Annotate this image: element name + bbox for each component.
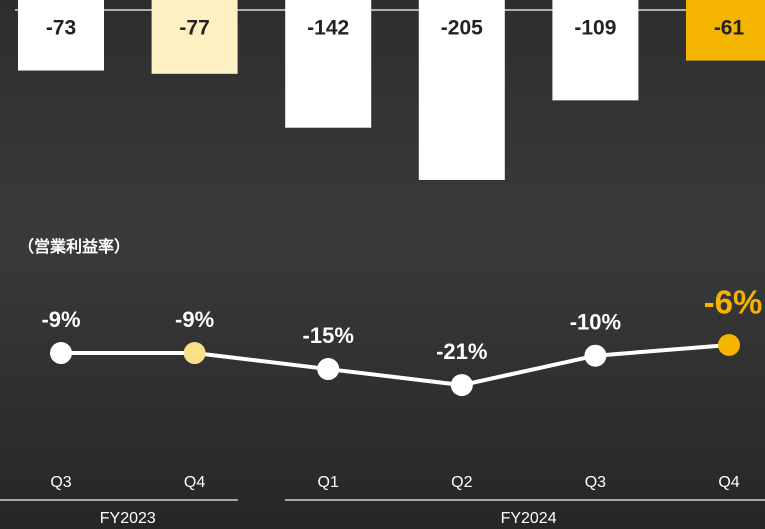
bar (552, 0, 639, 101)
bar-label: -73 (46, 17, 76, 40)
point-label: -15% (303, 323, 354, 348)
line (61, 343, 730, 388)
point (183, 342, 206, 365)
x-tick-label: Q2 (451, 474, 472, 491)
point (50, 342, 72, 365)
bar (418, 0, 505, 180)
x-tick-label: Q3 (50, 474, 71, 491)
point-label: -10% (570, 310, 621, 335)
x-tick-label: Q3 (585, 474, 606, 491)
bar (151, 0, 238, 74)
point-label: -9% (41, 307, 80, 332)
x-tick-label: Q4 (184, 474, 205, 491)
group-label: FY2023 (100, 510, 156, 527)
bar-label: -142 (307, 17, 349, 40)
bar (686, 0, 765, 61)
bar (285, 0, 372, 128)
point-label: -9% (175, 307, 214, 332)
point-label: -6% (704, 284, 763, 321)
bar-label: -109 (574, 17, 616, 40)
x-tick-label: Q1 (318, 474, 339, 491)
point-label: -21% (436, 339, 487, 364)
bar-label: -61 (714, 17, 745, 40)
point (584, 344, 607, 367)
x-tick-label: Q4 (718, 474, 739, 491)
group-label: FY2024 (501, 510, 557, 527)
point (718, 334, 740, 357)
bar-label: -205 (441, 17, 483, 40)
point (317, 358, 340, 381)
point (450, 374, 473, 397)
bar (18, 0, 104, 71)
bar-label: -77 (179, 17, 209, 40)
line-title: （営業利益率） (18, 237, 130, 256)
